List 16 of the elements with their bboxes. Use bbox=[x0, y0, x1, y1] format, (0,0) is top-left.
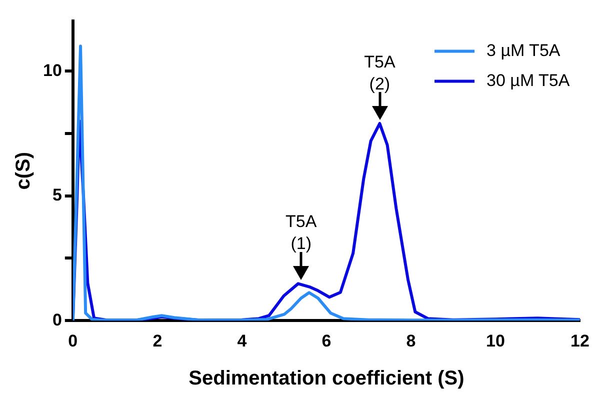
annotation: T5A (1) bbox=[286, 212, 318, 254]
x-axis-title: Sedimentation coefficient (S) bbox=[188, 368, 464, 390]
annotation: T5A (2) bbox=[364, 52, 396, 94]
y-tick-label: 5 bbox=[52, 186, 62, 205]
x-tick-label: 12 bbox=[570, 331, 590, 350]
x-tick-label: 2 bbox=[152, 331, 162, 350]
x-tick-label: 8 bbox=[406, 331, 416, 350]
legend-label: 30 µM T5A bbox=[486, 70, 570, 90]
y-tick-label: 10 bbox=[42, 60, 62, 80]
legend-label: 3 µM T5A bbox=[486, 40, 561, 60]
x-tick-label: 0 bbox=[68, 331, 78, 350]
x-tick-label: 4 bbox=[237, 331, 248, 350]
y-tick-label: 0 bbox=[52, 310, 62, 330]
x-tick-label: 10 bbox=[486, 331, 505, 350]
x-tick-label: 6 bbox=[322, 331, 332, 350]
y-axis-title: c(S) bbox=[12, 152, 35, 190]
